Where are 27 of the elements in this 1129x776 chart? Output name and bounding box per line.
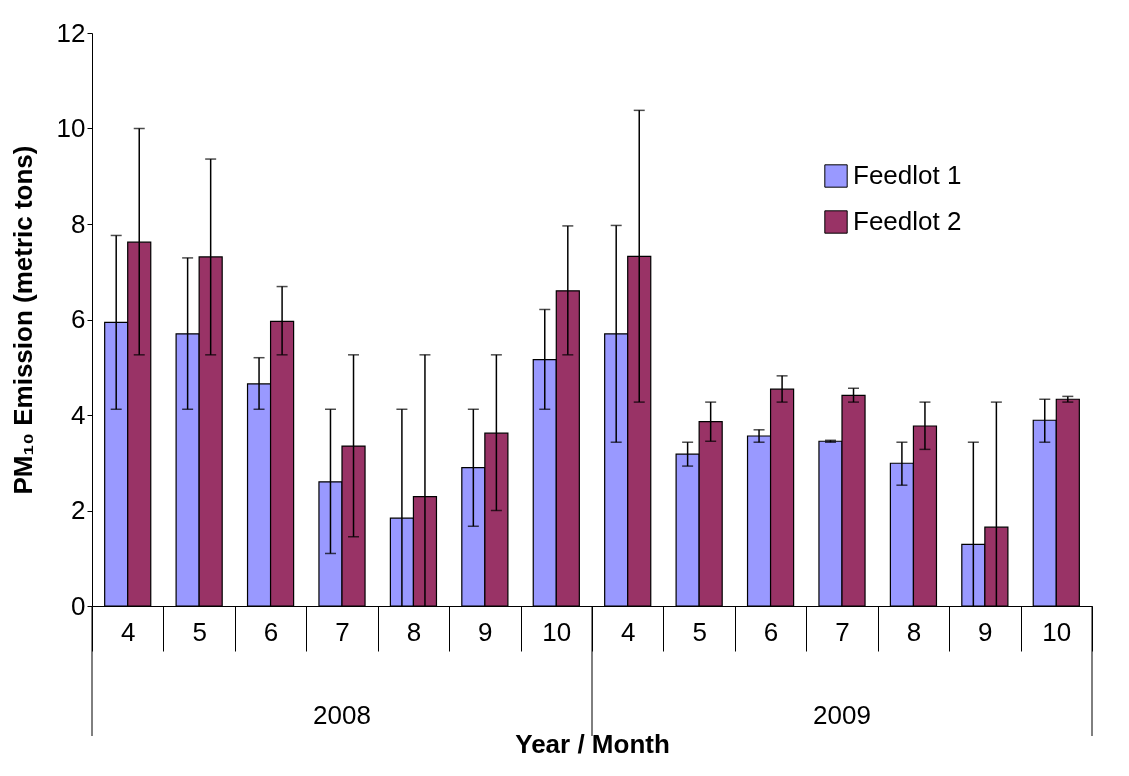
text: 2008 <box>313 700 371 730</box>
x-tick-label: 5 <box>192 616 207 647</box>
text: 2009 <box>813 700 871 730</box>
x-tick-label: 4 <box>620 616 636 647</box>
legend-label: Feedlot 1 <box>853 160 962 190</box>
x-tick-label: 7 <box>335 616 350 647</box>
y-tick-label: 8 <box>71 208 86 239</box>
y-axis-title: PM₁₀ Emission (metric tons) <box>7 145 38 495</box>
x-tick-label: 7 <box>835 616 850 647</box>
x-tick-label: 9 <box>978 616 993 647</box>
x-tick-label: 9 <box>478 616 493 647</box>
y-tick-label: 4 <box>71 399 86 430</box>
x-tick-label: 8 <box>406 616 422 647</box>
x-tick-label: 5 <box>692 616 707 647</box>
y-tick-label: 10 <box>56 113 86 143</box>
x-tick-label: 8 <box>906 616 922 647</box>
x-tick-label: 4 <box>120 616 136 647</box>
y-tick-label: 0 <box>71 590 86 621</box>
x-tick-label: 10 <box>1042 616 1072 647</box>
y-tick-label: 12 <box>56 17 86 48</box>
x-tick-label: 6 <box>763 616 779 647</box>
x-axis-title: Year / Month <box>515 729 670 759</box>
y-tick-label: 2 <box>71 495 86 525</box>
legend-label: Feedlot 2 <box>853 206 962 236</box>
x-tick-label: 10 <box>542 616 572 647</box>
x-tick-label: 6 <box>263 616 279 647</box>
y-tick-label: 6 <box>71 304 86 334</box>
